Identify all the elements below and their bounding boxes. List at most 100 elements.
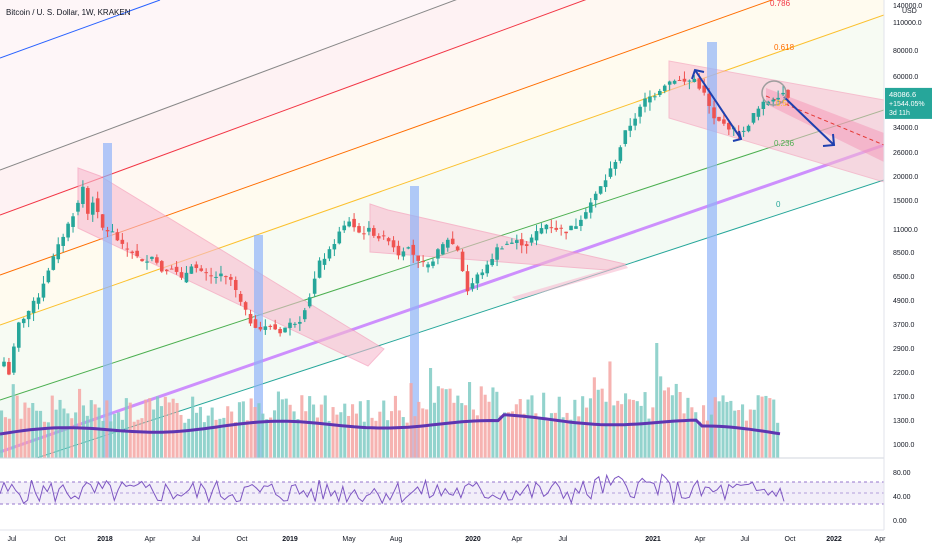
candle-body bbox=[268, 325, 273, 327]
candle-body bbox=[465, 271, 470, 292]
arrow-tail-1 bbox=[691, 68, 705, 80]
candle-body bbox=[618, 147, 623, 161]
volume-bar bbox=[304, 411, 308, 458]
volume-bar bbox=[643, 392, 647, 458]
volume-bar bbox=[85, 415, 89, 458]
candle-body bbox=[431, 261, 435, 266]
candle-body bbox=[288, 322, 292, 328]
volume-bar bbox=[503, 412, 507, 458]
volume-bar bbox=[11, 384, 15, 458]
volume-bar bbox=[405, 422, 409, 458]
time-tick-label: May bbox=[342, 536, 356, 543]
volume-bar bbox=[347, 415, 351, 458]
candle-body bbox=[628, 125, 633, 131]
candle-body bbox=[588, 202, 593, 213]
candle-body bbox=[495, 247, 499, 260]
price-tick-label: 80000.0 bbox=[893, 48, 918, 55]
volume-bar bbox=[627, 399, 631, 458]
candle-body bbox=[401, 251, 406, 257]
candle-body bbox=[199, 268, 204, 271]
price-tick-label: 140000.0 bbox=[893, 3, 922, 10]
price-tick-label: 2900.0 bbox=[893, 346, 915, 353]
volume-bar bbox=[475, 415, 479, 458]
candle-body bbox=[687, 80, 692, 82]
volume-bar bbox=[694, 412, 698, 458]
volume-bar bbox=[487, 401, 491, 458]
candle-body bbox=[564, 231, 568, 234]
rsi-axis[interactable]: 80.00 40.00 0.00 bbox=[893, 470, 911, 525]
price-tick-label: 1000.0 bbox=[893, 442, 915, 449]
candle-body bbox=[653, 96, 657, 98]
candle-body bbox=[574, 226, 578, 229]
time-axis[interactable]: Jul Oct 2018 Apr Jul Oct 2019 May Aug 2020 Apr Jul 2… bbox=[8, 536, 887, 543]
candle-body bbox=[332, 244, 337, 250]
rsi-tick-label: 80.00 bbox=[893, 470, 911, 477]
time-tick-label: Oct bbox=[237, 536, 248, 543]
candle-body bbox=[416, 255, 420, 261]
candle-body bbox=[746, 125, 751, 132]
candle-body bbox=[233, 279, 238, 291]
volume-bar bbox=[464, 405, 468, 458]
volume-bar bbox=[19, 418, 23, 458]
volume-bar bbox=[93, 404, 97, 458]
rsi-tick-label: 0.00 bbox=[893, 518, 907, 525]
candle-body bbox=[31, 300, 36, 313]
volume-bar bbox=[690, 407, 694, 458]
time-tick-label: Jul bbox=[192, 536, 201, 543]
volume-bar bbox=[222, 417, 226, 458]
volume-bar bbox=[620, 404, 624, 458]
volume-bar bbox=[3, 417, 7, 458]
candle-body bbox=[159, 261, 164, 272]
candle-body bbox=[593, 193, 598, 201]
volume-bar bbox=[148, 398, 152, 458]
volume-bar bbox=[659, 376, 663, 458]
candle-body bbox=[189, 266, 194, 274]
candle-body bbox=[71, 216, 75, 227]
candle-body bbox=[490, 259, 494, 266]
arrow-head-1 bbox=[732, 130, 743, 142]
candle-body bbox=[751, 113, 756, 123]
volume-bar bbox=[542, 392, 546, 458]
volume-bar bbox=[670, 395, 674, 458]
volume-bar bbox=[546, 420, 550, 458]
volume-bar bbox=[343, 403, 347, 458]
volume-bar bbox=[354, 413, 358, 458]
candle-body bbox=[648, 96, 652, 103]
time-tick-label: Apr bbox=[512, 536, 524, 543]
volume-bar bbox=[507, 412, 511, 458]
candle-body bbox=[554, 227, 559, 230]
candle-body bbox=[263, 326, 268, 330]
time-tick-label: 2020 bbox=[465, 536, 481, 543]
volume-bar bbox=[491, 387, 495, 458]
price-axis[interactable]: USD 140000.0 110000.0 80000.0 60000.0 34000.… bbox=[893, 3, 922, 449]
volume-bar bbox=[772, 399, 776, 458]
candle-body bbox=[219, 273, 223, 277]
candle-body bbox=[7, 361, 11, 375]
volume-bar bbox=[776, 422, 780, 458]
candle-body bbox=[81, 186, 85, 204]
candle-body bbox=[110, 231, 115, 233]
fib-zone-0236 bbox=[0, 15, 884, 400]
last-price-countdown: 3d 11h bbox=[889, 110, 910, 117]
candle-body bbox=[238, 293, 243, 302]
candle-body bbox=[273, 324, 277, 330]
volume-bar bbox=[171, 398, 175, 458]
volume-bar bbox=[604, 401, 608, 458]
candle-body bbox=[26, 310, 31, 320]
price-tick-label: 3700.0 bbox=[893, 322, 915, 329]
candle-body bbox=[406, 247, 411, 249]
time-tick-label: Jul bbox=[8, 536, 17, 543]
candle-body bbox=[145, 261, 149, 263]
highlight-bar-4 bbox=[707, 42, 717, 458]
volume-bar bbox=[35, 410, 39, 458]
candle-body bbox=[436, 249, 440, 259]
candle-body bbox=[105, 230, 110, 232]
volume-bar bbox=[351, 404, 355, 458]
volume-bar bbox=[136, 419, 140, 458]
volume-bar bbox=[557, 396, 561, 458]
candle-body bbox=[529, 237, 534, 243]
candle-body bbox=[712, 107, 716, 119]
candle-body bbox=[352, 218, 356, 228]
last-price-change: +1544.05% bbox=[889, 101, 925, 108]
